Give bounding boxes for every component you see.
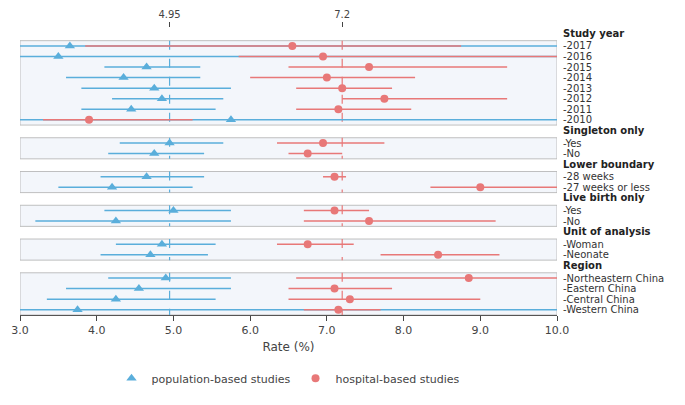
svg-text:7.0: 7.0 xyxy=(318,324,336,337)
svg-text:-Western China: -Western China xyxy=(563,304,639,315)
svg-text:-Northeastern China: -Northeastern China xyxy=(563,273,664,284)
svg-text:10.0: 10.0 xyxy=(545,324,570,337)
svg-text:-Neonate: -Neonate xyxy=(563,249,609,260)
svg-text:Lower boundary: Lower boundary xyxy=(563,159,655,170)
svg-text:5.0: 5.0 xyxy=(165,324,183,337)
svg-text:Unit of analysis: Unit of analysis xyxy=(563,226,651,237)
svg-text:-2014: -2014 xyxy=(563,72,592,83)
svg-text:3.0: 3.0 xyxy=(11,324,29,337)
svg-text:-Yes: -Yes xyxy=(563,138,582,149)
svg-text:-2010: -2010 xyxy=(563,114,592,125)
svg-text:-27 weeks or less: -27 weeks or less xyxy=(563,182,650,193)
svg-text:-28 weeks: -28 weeks xyxy=(563,171,614,182)
svg-text:-2011: -2011 xyxy=(563,104,592,115)
svg-text:8.0: 8.0 xyxy=(395,324,413,337)
svg-text:Singleton only: Singleton only xyxy=(563,125,645,136)
svg-text:4.95: 4.95 xyxy=(158,9,180,20)
svg-text:-2015: -2015 xyxy=(563,62,592,73)
svg-text:-No: -No xyxy=(563,148,580,159)
svg-text:-No: -No xyxy=(563,216,580,227)
svg-text:Region: Region xyxy=(563,260,602,271)
svg-text:Study year: Study year xyxy=(563,28,624,39)
svg-text:-2013: -2013 xyxy=(563,83,592,94)
svg-text:-Eastern China: -Eastern China xyxy=(563,283,636,294)
svg-text:7.2: 7.2 xyxy=(334,9,350,20)
svg-text:-2016: -2016 xyxy=(563,51,592,62)
svg-text:-2017: -2017 xyxy=(563,40,592,51)
svg-text:Live birth only: Live birth only xyxy=(563,192,645,203)
svg-text:6.0: 6.0 xyxy=(241,324,259,337)
svg-text:-2012: -2012 xyxy=(563,93,592,104)
svg-text:-Yes: -Yes xyxy=(563,205,582,216)
svg-text:-Central China: -Central China xyxy=(563,294,635,305)
svg-text:9.0: 9.0 xyxy=(472,324,490,337)
svg-text:-Woman: -Woman xyxy=(563,239,604,250)
svg-text:population-based studies: population-based studies xyxy=(152,373,291,386)
svg-text:4.0: 4.0 xyxy=(88,324,106,337)
svg-text:hospital-based studies: hospital-based studies xyxy=(336,373,460,386)
svg-text:Rate (%): Rate (%) xyxy=(262,340,314,354)
